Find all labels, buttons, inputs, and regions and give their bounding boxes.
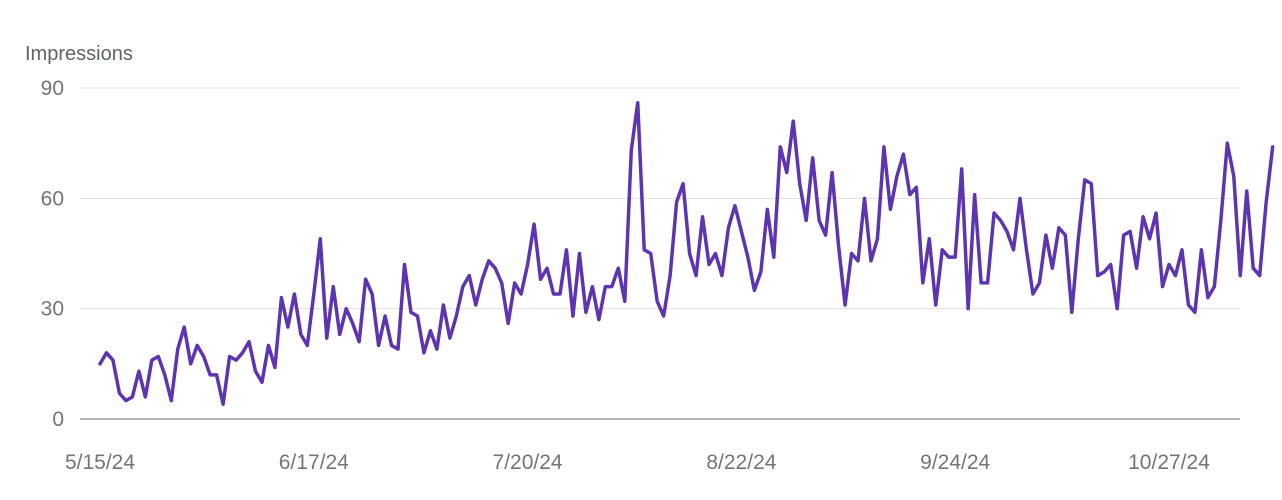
x-tick-label: 7/20/24 xyxy=(493,451,563,474)
y-tick-label: 60 xyxy=(41,187,64,210)
y-tick-label: 30 xyxy=(41,298,64,321)
x-tick-label: 8/22/24 xyxy=(706,451,776,474)
x-tick-label: 10/27/24 xyxy=(1128,451,1210,474)
y-tick-label: 90 xyxy=(41,77,64,100)
impressions-series-line xyxy=(98,100,1275,407)
series-layer xyxy=(98,100,1275,407)
y-tick-label: 0 xyxy=(52,408,64,431)
x-tick-label: 9/24/24 xyxy=(920,451,990,474)
x-tick-label: 6/17/24 xyxy=(279,451,349,474)
gridlines xyxy=(80,87,1240,420)
x-tick-label: 5/15/24 xyxy=(65,451,135,474)
y-axis-label: Impressions xyxy=(25,43,133,65)
x-tick-labels: 5/15/24 6/17/24 7/20/24 8/22/24 9/24/24 10/27… xyxy=(65,451,1210,474)
y-tick-labels: 0 30 60 90 xyxy=(41,77,64,431)
